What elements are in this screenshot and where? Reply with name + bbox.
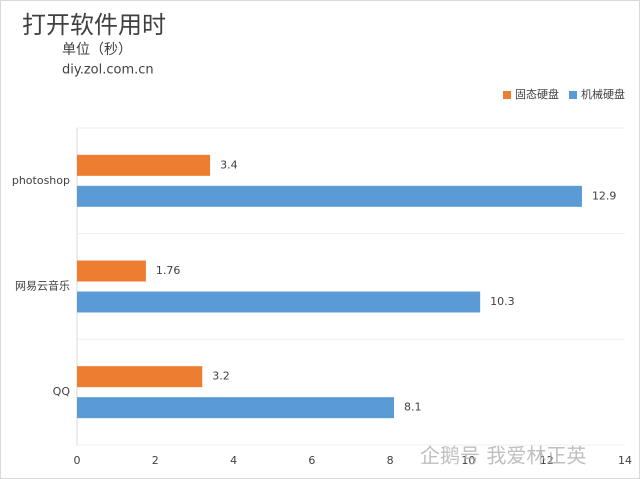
chart-subtitle: 单位（秒） (62, 42, 132, 58)
bar (77, 154, 211, 176)
watermark: 企鹅号 我爱林正英 (420, 444, 586, 468)
bar (77, 291, 481, 313)
x-tick-label: 2 (152, 454, 159, 467)
x-tick-label: 14 (618, 454, 632, 467)
value-label: 12.9 (592, 189, 617, 202)
y-tick-label: 网易云音乐 (15, 279, 70, 293)
bar (77, 366, 203, 388)
x-tick-label: 12 (540, 454, 554, 467)
y-tick-label: photoshop (12, 174, 70, 187)
x-tick-label: 4 (230, 454, 237, 467)
x-tick-label: 8 (387, 454, 394, 467)
bar (77, 185, 582, 207)
x-tick-label: 6 (308, 454, 315, 467)
legend-label: 固态硬盘 (515, 87, 559, 101)
y-tick-label: QQ (53, 385, 71, 398)
legend-swatch (503, 91, 511, 99)
bar (77, 260, 146, 282)
chart-title: 打开软件用时 (22, 11, 166, 39)
legend-label: 机械硬盘 (581, 87, 625, 101)
value-label: 1.76 (156, 264, 181, 277)
legend-swatch (569, 91, 577, 99)
value-label: 3.4 (220, 158, 238, 171)
value-label: 8.1 (404, 401, 422, 414)
value-label: 3.2 (212, 370, 230, 383)
bar (77, 397, 395, 419)
value-label: 10.3 (490, 295, 514, 308)
x-tick-label: 0 (74, 454, 81, 467)
x-tick-label: 10 (461, 454, 475, 467)
source: diy.zol.com.cn (62, 63, 154, 78)
